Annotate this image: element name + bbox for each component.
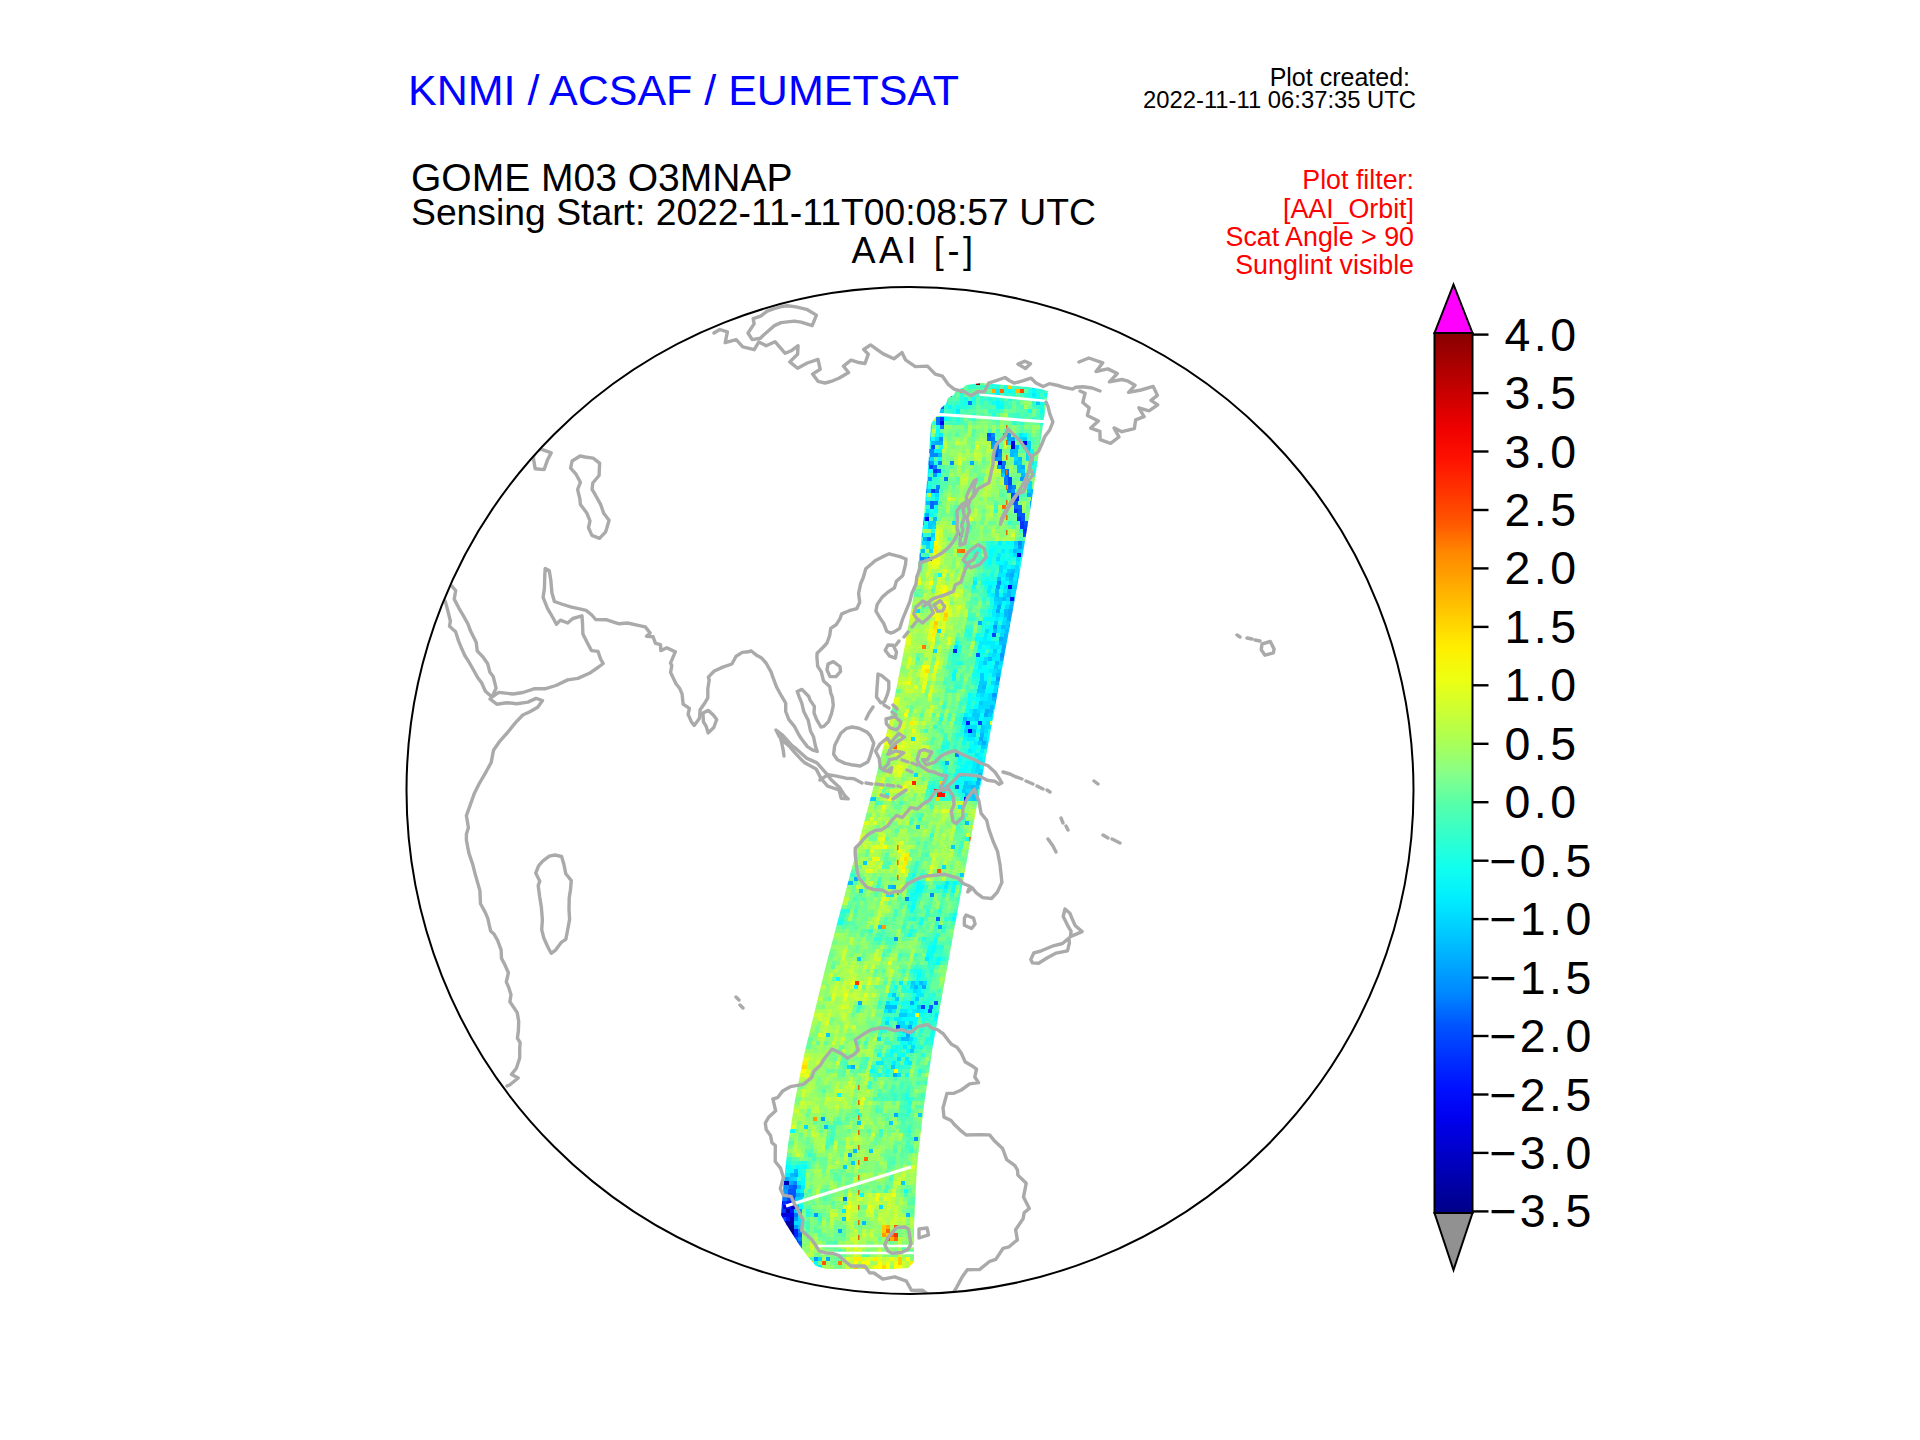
svg-text:2.0: 2.0	[1505, 542, 1580, 594]
svg-text:KNMI / ACSAF / EUMETSAT: KNMI / ACSAF / EUMETSAT	[408, 66, 959, 114]
svg-text:[AAI_Orbit]: [AAI_Orbit]	[1283, 194, 1414, 224]
svg-text:−1.5: −1.5	[1489, 952, 1594, 1004]
svg-text:Sunglint visible: Sunglint visible	[1235, 250, 1414, 280]
svg-text:−1.0: −1.0	[1489, 893, 1594, 945]
svg-text:3.5: 3.5	[1505, 367, 1580, 419]
svg-text:−2.0: −2.0	[1489, 1010, 1594, 1062]
svg-text:1.0: 1.0	[1505, 659, 1580, 711]
svg-text:4.0: 4.0	[1505, 309, 1580, 361]
svg-text:0.5: 0.5	[1505, 718, 1580, 770]
svg-text:1.5: 1.5	[1505, 601, 1580, 653]
svg-text:−3.0: −3.0	[1489, 1127, 1594, 1179]
svg-text:−3.5: −3.5	[1489, 1185, 1594, 1237]
svg-text:−0.5: −0.5	[1489, 835, 1594, 887]
svg-text:3.0: 3.0	[1505, 426, 1580, 478]
svg-text:0.0: 0.0	[1505, 776, 1580, 828]
svg-text:AAI [-]: AAI [-]	[851, 230, 976, 271]
svg-text:Sensing Start: 2022-11-11T00:0: Sensing Start: 2022-11-11T00:08:57 UTC	[411, 191, 1096, 233]
svg-text:2022-11-11 06:37:35 UTC: 2022-11-11 06:37:35 UTC	[1143, 86, 1416, 113]
svg-text:−2.5: −2.5	[1489, 1069, 1594, 1121]
svg-text:Scat Angle > 90: Scat Angle > 90	[1226, 222, 1414, 252]
svg-text:Plot filter:: Plot filter:	[1302, 165, 1414, 195]
svg-text:2.5: 2.5	[1505, 484, 1580, 536]
